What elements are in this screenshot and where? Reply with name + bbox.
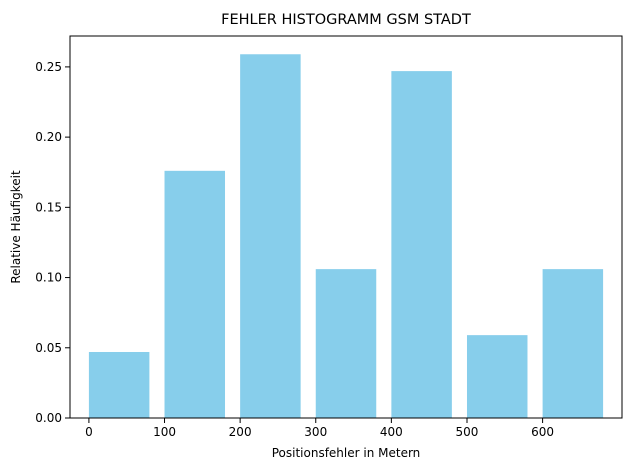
y-tick-label-4: 0.20 [35,130,62,144]
x-tick-label-2: 200 [229,425,252,439]
bar-500 [466,335,528,418]
x-tick-label-4: 400 [380,425,403,439]
bar-600 [542,269,604,418]
x-tick-label-6: 600 [531,425,554,439]
bars-group [88,54,604,418]
x-tick-label-5: 500 [456,425,479,439]
y-ticks-group: 0.00 0.05 0.10 0.15 0.20 0.25 [35,60,70,425]
chart-title: FEHLER HISTOGRAMM GSM STADT [221,12,471,28]
x-ticks-group: 0 100 200 300 400 500 600 [85,418,554,439]
y-tick-label-0: 0.00 [35,411,62,425]
axes-frame [69,35,623,419]
y-tick-label-3: 0.15 [35,200,62,214]
bar-200 [240,54,301,418]
y-tick-label-5: 0.25 [35,60,62,74]
x-tick-label-0: 0 [85,425,93,439]
bar-100 [164,170,226,418]
y-tick-label-1: 0.05 [35,341,62,355]
x-tick-label-3: 300 [304,425,327,439]
bar-300 [315,269,377,418]
y-axis-label: Relative Häufigkeit [9,170,23,284]
y-tick-label-2: 0.10 [35,271,62,285]
x-axis-label: Positionsfehler in Metern [272,446,421,460]
bar-400 [391,71,452,418]
x-tick-label-1: 100 [153,425,176,439]
bar-0 [88,351,150,418]
